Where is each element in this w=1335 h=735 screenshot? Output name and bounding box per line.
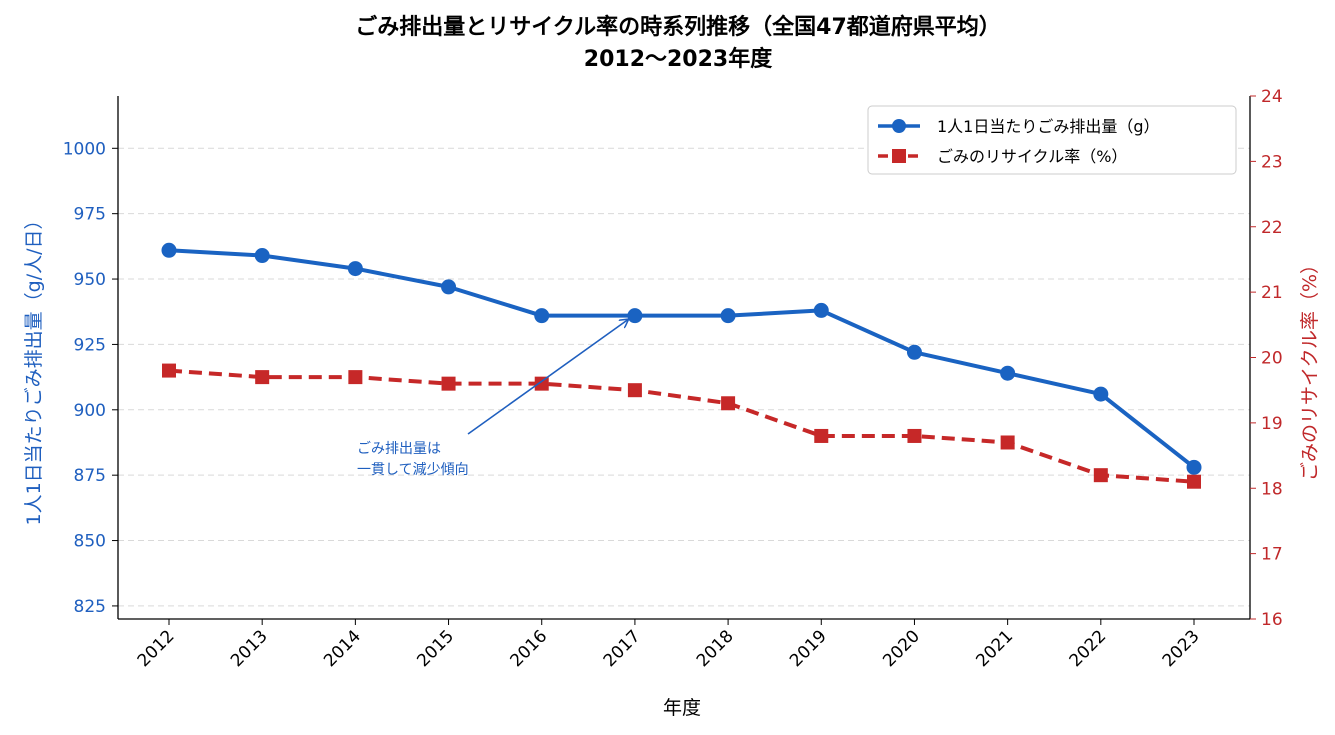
data-point-0	[813, 302, 829, 318]
left-tick-label: 825	[74, 597, 106, 617]
legend: 1人1日当たりごみ排出量（g） ごみのリサイクル率（%）	[867, 105, 1237, 175]
left-tick-label: 850	[74, 532, 106, 552]
x-tick-label: 2012	[134, 626, 179, 671]
chart-title-line2: 2012〜2023年度	[584, 46, 773, 72]
chart-title-line1: ごみ排出量とリサイクル率の時系列推移（全国47都道府県平均）	[355, 14, 1001, 40]
data-point-0	[534, 308, 550, 324]
left-axis-title: 1人1日当たりごみ排出量（g/人/日）	[23, 210, 45, 525]
annotation: ごみ排出量は 一貫して減少傾向	[357, 320, 628, 478]
legend-box	[867, 105, 1237, 175]
data-point-1	[814, 428, 829, 443]
left-tick-label: 925	[74, 335, 106, 355]
left-axis-ticks: 825 850 875 900 925 950 975 1000	[63, 139, 118, 617]
left-tick-label: 950	[74, 270, 106, 290]
x-tick-label: 2022	[1066, 626, 1111, 671]
annotation-line2: 一貫して減少傾向	[357, 461, 469, 478]
left-tick-label: 900	[74, 401, 106, 421]
data-point-0	[1093, 386, 1109, 402]
x-tick-label: 2013	[227, 626, 272, 671]
data-point-0	[1186, 459, 1202, 475]
grid-lines	[118, 147, 1250, 607]
x-tick-label: 2021	[972, 626, 1017, 671]
right-tick-label: 19	[1261, 414, 1283, 434]
data-point-1	[1000, 435, 1015, 450]
data-point-1	[1187, 474, 1201, 489]
series-line-0	[168, 248, 1196, 469]
right-tick-label: 21	[1261, 283, 1283, 303]
data-point-1	[721, 396, 736, 411]
left-tick-label: 975	[74, 205, 106, 225]
data-point-0	[441, 279, 457, 295]
data-point-0	[720, 308, 736, 324]
right-tick-label: 24	[1261, 87, 1283, 107]
legend-marker-recycle	[892, 149, 906, 163]
right-tick-label: 23	[1261, 152, 1283, 172]
data-point-1	[162, 363, 176, 378]
left-tick-label: 1000	[63, 139, 106, 159]
right-axis-ticks: 16 17 18 19 20 21 22 23 24	[1250, 87, 1283, 630]
x-tick-label: 2014	[320, 626, 365, 671]
data-point-0	[627, 308, 643, 324]
x-axis-ticks: 2012 2013 2014 2015 2016 2017 2018 2019 2020 2021…	[134, 619, 1204, 671]
right-tick-label: 20	[1261, 349, 1283, 369]
x-tick-label: 2016	[507, 626, 552, 671]
x-tick-label: 2019	[786, 626, 831, 671]
legend-label-emission: 1人1日当たりごみ排出量（g）	[937, 117, 1160, 136]
series-line-1	[168, 368, 1195, 484]
data-point-1	[627, 383, 642, 398]
data-point-0	[161, 242, 177, 258]
x-tick-label: 2020	[879, 626, 924, 671]
data-point-0	[906, 344, 922, 360]
data-point-1	[255, 370, 270, 385]
data-point-1	[534, 376, 549, 391]
annotation-line1: ごみ排出量は	[357, 441, 441, 457]
right-tick-label: 16	[1261, 610, 1283, 630]
left-tick-label: 875	[74, 466, 106, 486]
x-tick-label: 2015	[413, 626, 458, 671]
right-tick-label: 22	[1261, 218, 1283, 238]
right-tick-label: 17	[1261, 545, 1283, 565]
data-point-1	[907, 428, 922, 443]
right-axis-title: ごみのリサイクル率（%）	[1299, 255, 1321, 481]
x-tick-label: 2017	[600, 626, 645, 671]
legend-marker-emission	[892, 119, 906, 133]
data-point-1	[1093, 468, 1108, 483]
x-tick-label: 2018	[693, 626, 738, 671]
data-point-0	[347, 261, 363, 277]
data-point-0	[1000, 365, 1016, 381]
series-layer	[161, 242, 1202, 489]
legend-label-recycle: ごみのリサイクル率（%）	[937, 147, 1127, 166]
x-axis-title: 年度	[663, 697, 701, 719]
x-tick-label: 2023	[1159, 626, 1204, 671]
data-point-1	[348, 370, 363, 385]
data-point-1	[441, 376, 456, 391]
data-point-0	[254, 248, 270, 264]
annotation-arrow	[467, 320, 628, 435]
right-tick-label: 18	[1261, 479, 1283, 499]
